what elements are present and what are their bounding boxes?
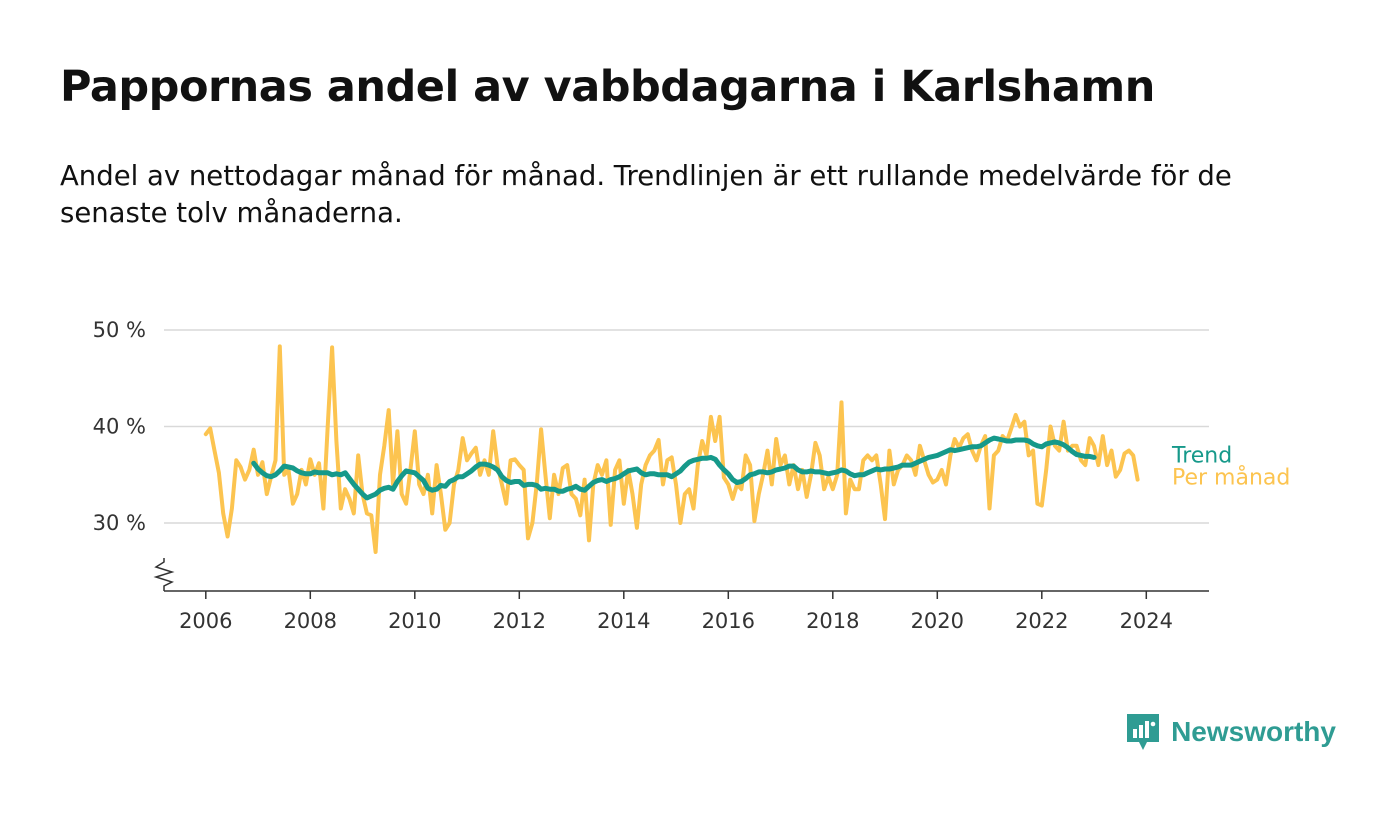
x-axis-ticks: 2006 2008 2010 2012 2014 2016 2018 2020 2022 2024 xyxy=(179,591,1173,633)
x-tick-label-2012: 2012 xyxy=(493,609,546,633)
axis-break-icon xyxy=(153,558,175,591)
y-tick-label-50: 50 % xyxy=(93,318,146,342)
x-tick-label-2020: 2020 xyxy=(911,609,964,633)
x-tick-label-2006: 2006 xyxy=(179,609,232,633)
legend: Trend Per månad xyxy=(1171,443,1290,490)
x-tick-label-2022: 2022 xyxy=(1015,609,1068,633)
x-tick-label-2010: 2010 xyxy=(388,609,441,633)
x-tick-label-2018: 2018 xyxy=(806,609,859,633)
brand-name: Newsworthy xyxy=(1171,716,1336,747)
newsworthy-logo-icon xyxy=(1127,714,1160,750)
x-tick-label-2008: 2008 xyxy=(284,609,337,633)
series xyxy=(203,344,1140,554)
y-tick-label-40: 40 % xyxy=(93,415,146,439)
chart-subtitle: Andel av nettodagar månad för månad. Tre… xyxy=(60,160,1232,229)
x-tick-label-2014: 2014 xyxy=(597,609,650,633)
x-tick-label-2024: 2024 xyxy=(1120,609,1173,633)
series-line-per-manad xyxy=(203,344,1140,554)
x-tick-label-2016: 2016 xyxy=(702,609,755,633)
y-axis-ticks: 30 % 40 % 50 % xyxy=(93,318,146,535)
legend-label-per-manad: Per månad xyxy=(1172,464,1290,490)
newsworthy-brand[interactable]: Newsworthy xyxy=(1125,712,1336,752)
gridlines xyxy=(164,329,1209,524)
y-tick-label-30: 30 % xyxy=(93,511,146,535)
series-line-trend xyxy=(251,435,1097,501)
chart-title: Pappornas andel av vabbdagarna i Karlsha… xyxy=(60,62,1155,112)
legend-label-trend: Trend xyxy=(1171,443,1232,468)
x-axis xyxy=(153,558,1209,592)
